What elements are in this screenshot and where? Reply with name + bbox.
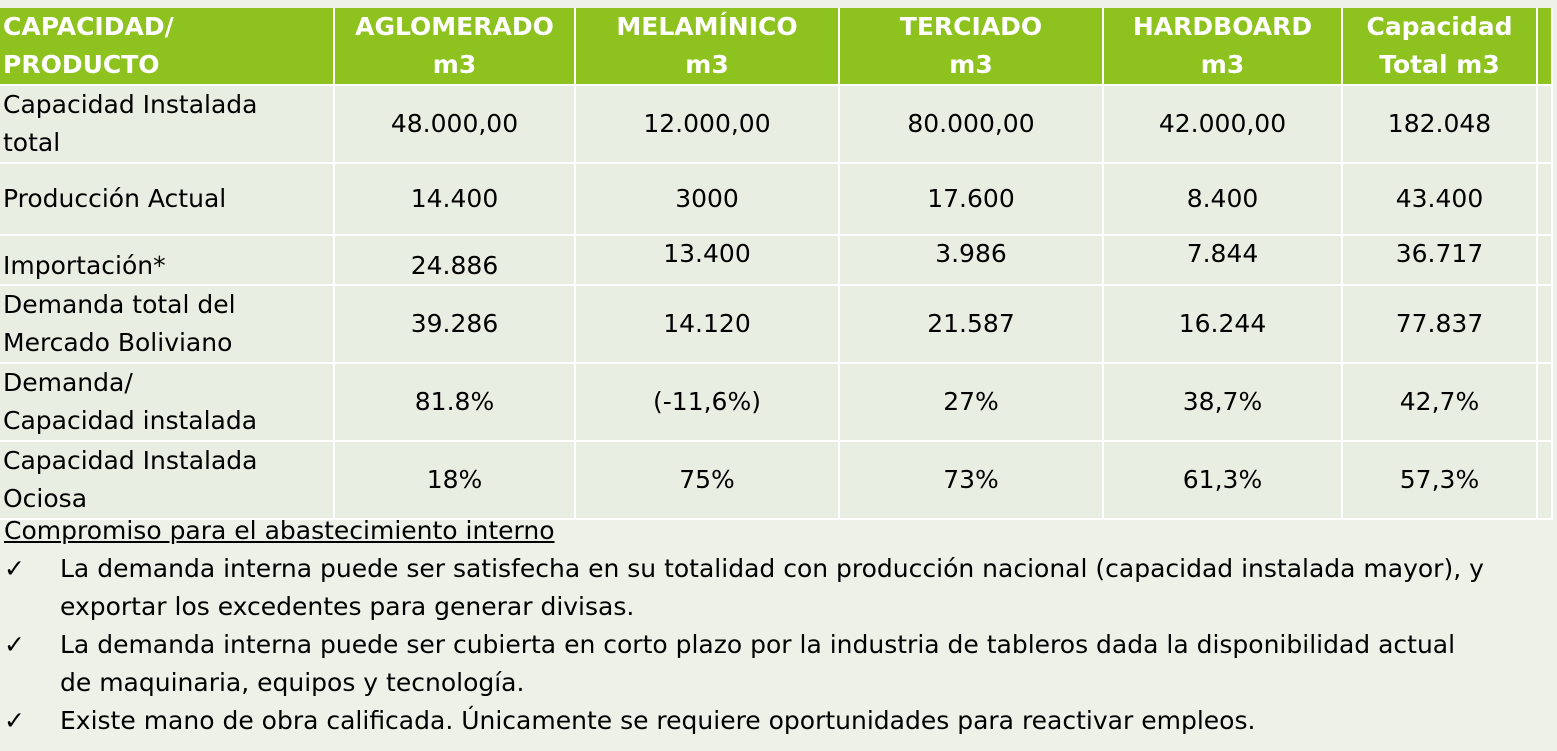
- cell-total: 57,3%: [1342, 441, 1538, 520]
- table-row: Capacidad Instalada Ociosa 18% 75% 73% 61…: [0, 441, 1553, 520]
- notes-list: ✓ La demanda interna puede ser satisfech…: [4, 550, 1549, 740]
- cell-hardboard: 7.844: [1103, 235, 1343, 286]
- row-label: Importación*: [0, 235, 335, 286]
- header-capacidad-total: Capacidad Total m3: [1342, 8, 1538, 86]
- checkmark-icon: ✓: [4, 554, 25, 583]
- cell-terciado: 17.600: [839, 163, 1104, 236]
- table-row: Demanda total del Mercado Boliviano 39.28…: [0, 285, 1553, 364]
- cell-total: 42,7%: [1342, 363, 1538, 442]
- cell-total: 36.717: [1342, 235, 1538, 286]
- cell-hardboard: 42.000,00: [1103, 85, 1343, 164]
- table-row: Capacidad Instalada total 48.000,00 12.00…: [0, 85, 1553, 164]
- cell-melaminico: 13.400: [575, 235, 840, 286]
- list-item: ✓ La demanda interna puede ser satisfech…: [4, 550, 1549, 626]
- header-edge-cell: [1537, 8, 1553, 86]
- row-label: Capacidad Instalada total: [0, 85, 335, 164]
- table-row: Demanda/Capacidad instalada 81.8% (-11,6…: [0, 363, 1553, 442]
- cell-terciado: 27%: [839, 363, 1104, 442]
- header-aglomerado: AGLOMERADO m3: [334, 8, 576, 86]
- edge-cell: [1537, 235, 1553, 286]
- cell-hardboard: 16.244: [1103, 285, 1343, 364]
- list-item: ✓ La demanda interna puede ser cubierta …: [4, 626, 1549, 702]
- cell-total: 43.400: [1342, 163, 1538, 236]
- list-item-text: Existe mano de obra calificada. Únicamen…: [60, 706, 1256, 735]
- cell-melaminico: (-11,6%): [575, 363, 840, 442]
- cell-aglomerado: 18%: [334, 441, 576, 520]
- cell-aglomerado: 81.8%: [334, 363, 576, 442]
- table-row: Importación* 24.886 13.400 3.986 7.844 3…: [0, 235, 1553, 286]
- cell-melaminico: 12.000,00: [575, 85, 840, 164]
- checkmark-icon: ✓: [4, 630, 25, 659]
- cell-hardboard: 8.400: [1103, 163, 1343, 236]
- notes-section: Compromiso para el abastecimiento intern…: [4, 512, 1549, 740]
- edge-cell: [1537, 163, 1553, 236]
- list-item-text: La demanda interna puede ser cubierta en…: [60, 630, 1456, 697]
- capacity-table: CAPACIDAD/PRODUCTO AGLOMERADO m3 MELAMÍNI…: [0, 8, 1553, 520]
- table-header-row: CAPACIDAD/PRODUCTO AGLOMERADO m3 MELAMÍNI…: [0, 8, 1553, 86]
- cell-terciado: 80.000,00: [839, 85, 1104, 164]
- edge-cell: [1537, 441, 1553, 520]
- cell-total: 182.048: [1342, 85, 1538, 164]
- header-hardboard: HARDBOARD m3: [1103, 8, 1343, 86]
- edge-cell: [1537, 285, 1553, 364]
- checkmark-icon: ✓: [4, 706, 25, 735]
- header-melaminico: MELAMÍNICO m3: [575, 8, 840, 86]
- header-terciado: TERCIADO m3: [839, 8, 1104, 86]
- list-item: ✓ Existe mano de obra calificada. Únicam…: [4, 702, 1549, 740]
- cell-aglomerado: 48.000,00: [334, 85, 576, 164]
- cell-melaminico: 75%: [575, 441, 840, 520]
- cell-aglomerado: 24.886: [334, 235, 576, 286]
- cell-terciado: 21.587: [839, 285, 1104, 364]
- row-label: Demanda/Capacidad instalada: [0, 363, 335, 442]
- row-label: Capacidad Instalada Ociosa: [0, 441, 335, 520]
- cell-aglomerado: 39.286: [334, 285, 576, 364]
- cell-melaminico: 3000: [575, 163, 840, 236]
- table-row: Producción Actual 14.400 3000 17.600 8.4…: [0, 163, 1553, 236]
- cell-aglomerado: 14.400: [334, 163, 576, 236]
- header-capacidad-producto: CAPACIDAD/PRODUCTO: [0, 8, 335, 86]
- edge-cell: [1537, 85, 1553, 164]
- cell-terciado: 3.986: [839, 235, 1104, 286]
- row-label: Producción Actual: [0, 163, 335, 236]
- row-label: Demanda total del Mercado Boliviano: [0, 285, 335, 364]
- cell-terciado: 73%: [839, 441, 1104, 520]
- cell-hardboard: 38,7%: [1103, 363, 1343, 442]
- notes-heading: Compromiso para el abastecimiento intern…: [4, 516, 555, 545]
- cell-total: 77.837: [1342, 285, 1538, 364]
- cell-hardboard: 61,3%: [1103, 441, 1343, 520]
- edge-cell: [1537, 363, 1553, 442]
- cell-melaminico: 14.120: [575, 285, 840, 364]
- list-item-text: La demanda interna puede ser satisfecha …: [60, 554, 1484, 621]
